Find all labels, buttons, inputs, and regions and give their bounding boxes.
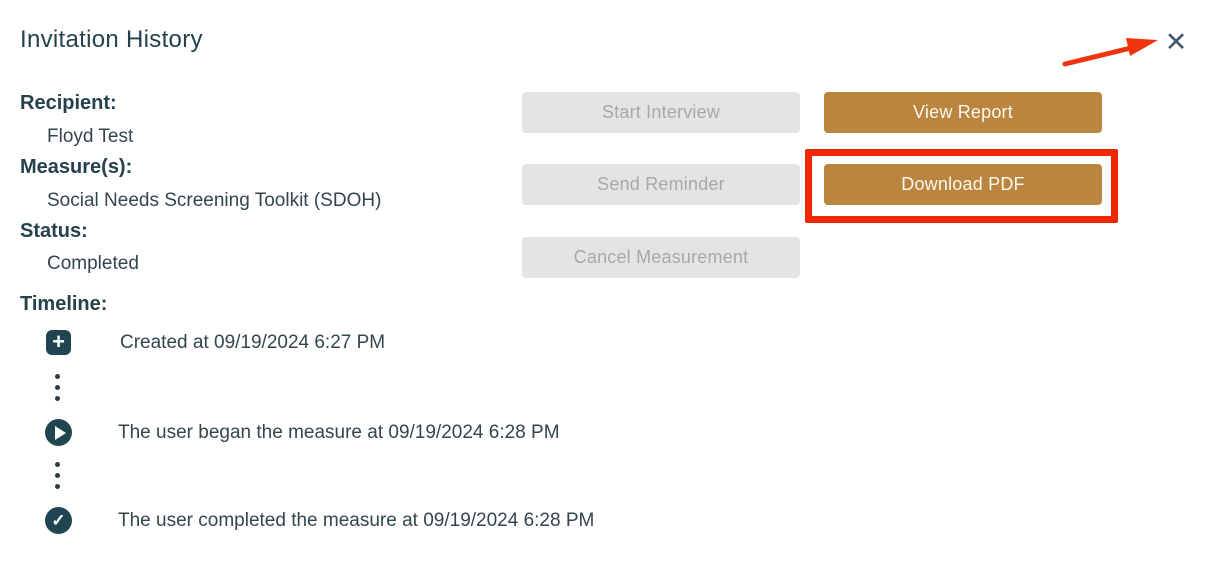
timeline-item-text: Created at 09/19/2024 6:27 PM: [120, 331, 386, 353]
timeline-item-text: The user began the measure at 09/19/2024…: [118, 421, 560, 443]
view-report-button[interactable]: View Report: [824, 92, 1102, 133]
check-circle-icon: ✓: [45, 507, 72, 534]
play-circle-icon: [45, 419, 72, 446]
recipient-label: Recipient:: [20, 92, 117, 114]
start-interview-button[interactable]: Start Interview: [522, 92, 800, 133]
measures-value: Social Needs Screening Toolkit (SDOH): [47, 190, 382, 211]
status-label: Status:: [20, 220, 88, 242]
recipient-value: Floyd Test: [47, 126, 134, 147]
send-reminder-button[interactable]: Send Reminder: [522, 164, 800, 205]
annotation-arrow-icon: [1062, 38, 1158, 67]
close-icon[interactable]: ✕: [1158, 24, 1194, 60]
measures-label: Measure(s):: [20, 156, 133, 178]
timeline-label: Timeline:: [20, 293, 108, 315]
status-value: Completed: [47, 253, 139, 274]
download-pdf-button[interactable]: Download PDF: [824, 164, 1102, 205]
plus-square-icon: +: [46, 330, 71, 355]
timeline-connector-dots-icon: [55, 462, 60, 489]
timeline-item-created: + Created at 09/19/2024 6:27 PM: [46, 330, 385, 355]
cancel-measurement-button[interactable]: Cancel Measurement: [522, 237, 800, 278]
timeline-item-completed: ✓ The user completed the measure at 09/1…: [45, 507, 594, 534]
page-title: Invitation History: [20, 26, 203, 53]
timeline-item-began: The user began the measure at 09/19/2024…: [45, 419, 560, 446]
timeline-connector-dots-icon: [55, 374, 60, 401]
timeline-item-text: The user completed the measure at 09/19/…: [118, 509, 595, 531]
